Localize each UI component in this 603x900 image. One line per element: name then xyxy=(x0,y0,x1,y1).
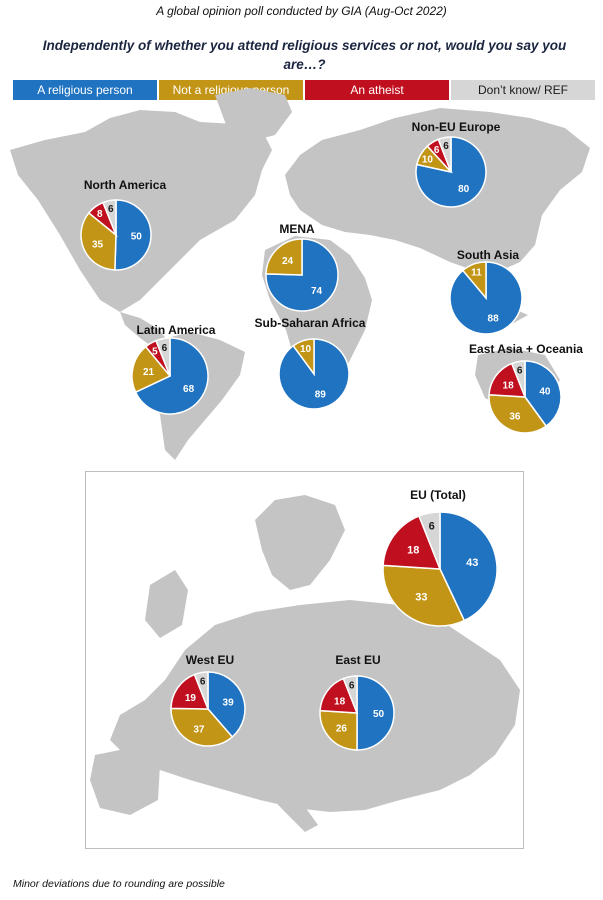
pie-slice-east-asia-oceania-0 xyxy=(524,360,562,428)
pie-label-west-eu-3: 6 xyxy=(200,677,206,688)
region-label-non-eu-europe: Non-EU Europe xyxy=(412,120,501,134)
pie-eu-total: 43 33 18 6 xyxy=(382,511,498,627)
map-italy xyxy=(250,760,318,832)
pie-east-asia-oceania: 40 36 186 xyxy=(488,360,562,434)
pie-label-east-asia-oceania-3: 6 xyxy=(517,365,523,376)
pie-label-west-eu-2: 19 xyxy=(185,693,197,704)
pie-slice-mena-0 xyxy=(265,238,339,312)
chart-title: A global opinion poll conducted by GIA (… xyxy=(156,4,447,18)
pie-slice-south-asia-1 xyxy=(461,261,487,301)
region-label-south-asia: South Asia xyxy=(457,248,520,262)
pie-label-east-eu-1: 26 xyxy=(336,724,348,735)
pie-slice-east-asia-oceania-3 xyxy=(510,360,526,398)
pie-slice-east-eu-0 xyxy=(356,675,395,751)
pie-slice-mena-1 xyxy=(265,238,303,276)
pie-slice-east-eu-3 xyxy=(342,675,358,714)
pie-label-south-asia-1: 11 xyxy=(471,268,482,279)
map-greenland xyxy=(215,88,292,142)
legend-item-religious: A religious person xyxy=(13,80,157,100)
pie-slice-north-america-3 xyxy=(102,199,117,236)
pie-label-latin-america-0: 68 xyxy=(183,384,195,395)
pie-sub-saharan-africa: 89 10 xyxy=(278,338,350,410)
pie-label-north-america-2: 8 xyxy=(97,209,103,220)
pie-label-west-eu-0: 39 xyxy=(223,698,235,709)
map-british-isles xyxy=(145,570,188,638)
pie-label-east-asia-oceania-2: 18 xyxy=(503,381,515,392)
region-label-eu-total: EU (Total) xyxy=(410,488,466,502)
pie-label-north-america-0: 50 xyxy=(131,231,143,242)
pie-slice-west-eu-3 xyxy=(193,671,209,710)
legend: A religious person Not a religious perso… xyxy=(13,80,595,100)
europe-map-frame xyxy=(85,471,524,849)
pie-label-eu-total-3: 6 xyxy=(429,520,435,532)
survey-question: Independently of whether you attend reli… xyxy=(42,38,567,72)
region-label-mena: MENA xyxy=(279,222,315,236)
pie-label-non-eu-europe-1: 10 xyxy=(422,154,434,165)
pie-slice-east-eu-2 xyxy=(319,677,359,714)
pie-label-east-eu-3: 6 xyxy=(349,681,355,692)
europe-map xyxy=(90,495,520,832)
pie-label-non-eu-europe-0: 80 xyxy=(458,184,470,195)
region-label-north-america: North America xyxy=(84,178,167,192)
pie-slice-north-america-1 xyxy=(80,211,117,271)
footnote: Minor deviations due to rounding are pos… xyxy=(13,878,225,890)
pie-slice-non-eu-europe-3 xyxy=(437,136,452,173)
pie-latin-america: 68 21 5 6 xyxy=(131,337,209,415)
pie-south-asia: 88 11 xyxy=(449,261,523,335)
pie-slice-west-eu-1 xyxy=(170,707,234,747)
region-label-west-eu: West EU xyxy=(186,653,234,667)
pie-slice-west-eu-2 xyxy=(170,673,210,710)
map-mainland-europe xyxy=(110,600,520,812)
pie-slice-latin-america-3 xyxy=(155,337,171,377)
pie-slice-latin-america-0 xyxy=(134,337,209,415)
pie-slice-eu-total-3 xyxy=(418,511,441,570)
pie-label-latin-america-3: 6 xyxy=(162,343,168,354)
pie-label-mena-0: 74 xyxy=(311,286,323,297)
pie-slice-eu-total-2 xyxy=(382,515,442,570)
legend-item-dont-know: Don’t know/ REF xyxy=(451,80,595,100)
pie-slice-eu-total-0 xyxy=(439,511,498,622)
region-label-east-eu: East EU xyxy=(335,653,380,667)
pie-slice-latin-america-1 xyxy=(131,345,172,394)
pie-label-latin-america-1: 21 xyxy=(143,367,155,378)
pie-slice-north-america-0 xyxy=(114,199,152,271)
pie-label-south-asia-0: 88 xyxy=(488,314,500,325)
pie-label-non-eu-europe-3: 6 xyxy=(443,141,449,152)
pie-label-east-asia-oceania-1: 36 xyxy=(509,411,521,422)
pie-slice-east-asia-oceania-2 xyxy=(488,362,527,398)
region-label-sub-saharan-africa: Sub-Saharan Africa xyxy=(255,316,366,330)
region-label-layer: North America Latin America MENA Sub-Sahara… xyxy=(84,120,583,667)
pie-label-north-america-3: 6 xyxy=(108,204,114,215)
pie-label-north-america-1: 35 xyxy=(92,239,104,250)
pie-label-eu-total-0: 43 xyxy=(466,557,478,569)
pie-label-non-eu-europe-2: 6 xyxy=(434,145,440,156)
pie-label-sub-saharan-africa-1: 10 xyxy=(300,344,312,355)
pie-label-east-eu-2: 18 xyxy=(334,696,346,707)
map-scandinavia xyxy=(255,495,345,590)
legend-item-atheist: An atheist xyxy=(305,80,449,100)
pie-label-east-asia-oceania-0: 40 xyxy=(539,387,551,398)
pie-label-mena-1: 24 xyxy=(282,256,294,267)
pie-label-west-eu-1: 37 xyxy=(193,725,205,736)
pie-label-east-eu-0: 50 xyxy=(373,709,385,720)
pie-label-sub-saharan-africa-0: 89 xyxy=(315,389,327,400)
pie-east-eu: 50 26 186 xyxy=(319,675,395,751)
pie-label-latin-america-2: 5 xyxy=(152,347,158,358)
pie-west-eu: 39 37 196 xyxy=(170,671,246,747)
pie-slice-east-asia-oceania-1 xyxy=(488,393,548,434)
pie-mena: 74 24 xyxy=(265,238,339,312)
pie-label-eu-total-2: 18 xyxy=(407,545,419,557)
region-label-latin-america: Latin America xyxy=(137,323,216,337)
region-label-east-asia-oceania: East Asia + Oceania xyxy=(469,342,583,356)
pie-slice-sub-saharan-africa-1 xyxy=(292,338,315,377)
pie-slice-west-eu-0 xyxy=(207,671,246,738)
pie-label-eu-total-1: 33 xyxy=(415,591,427,603)
pie-slice-eu-total-1 xyxy=(382,564,466,627)
map-iberia xyxy=(90,748,160,815)
pie-north-america: 50 35 8 6 xyxy=(80,199,152,271)
pie-slice-east-eu-1 xyxy=(319,709,358,751)
